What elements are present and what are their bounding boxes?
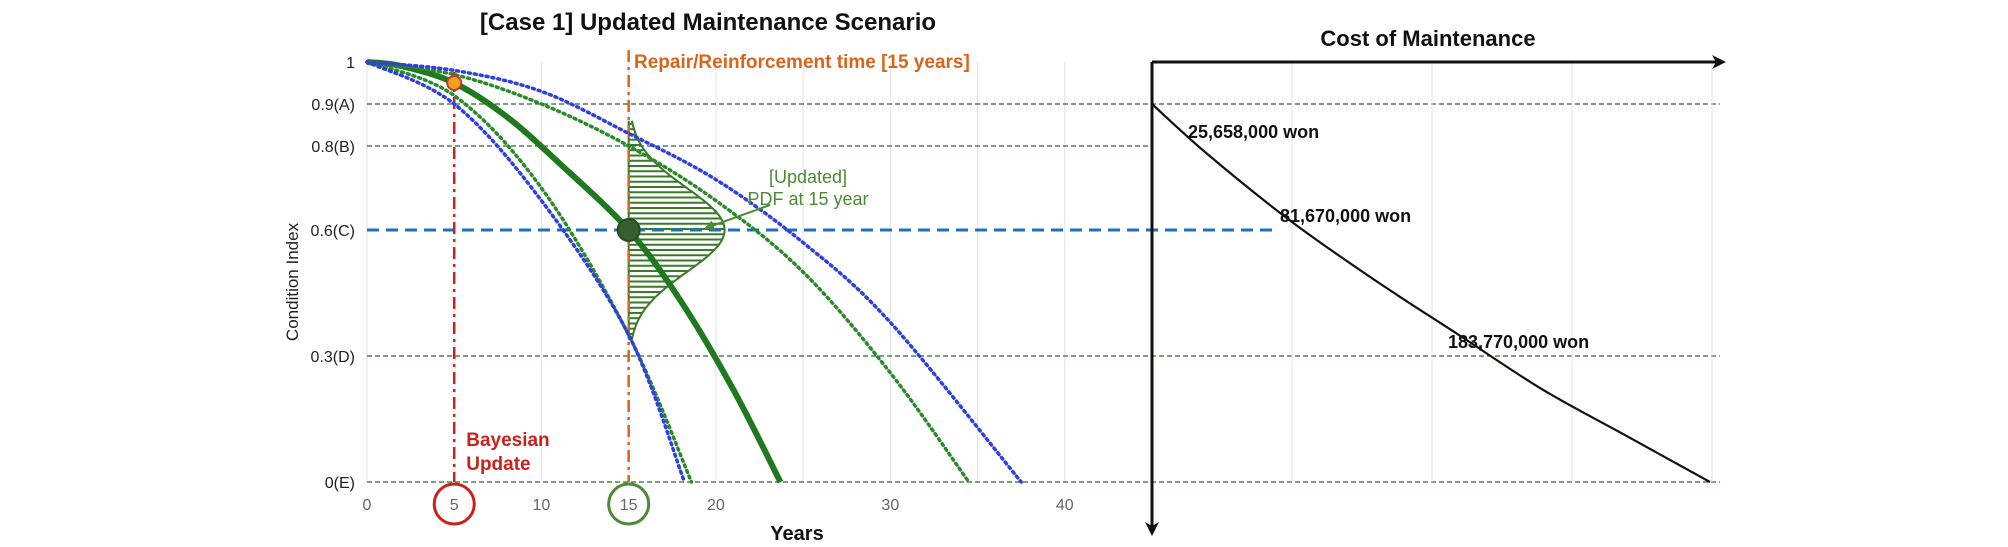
x-tick-labels: 0 5 10 15 20 30 40 — [363, 497, 1074, 514]
condition-threshold-lines — [367, 103, 1720, 483]
x-tick-label: 20 — [707, 497, 725, 514]
series-line-1 — [365, 60, 694, 484]
x-tick-label: 5 — [450, 497, 459, 514]
cost-panel-title: Cost of Maintenance — [1320, 26, 1535, 51]
bayesian-update-label: Bayesian Update — [466, 430, 549, 475]
repair-time-label: Repair/Reinforcement time [15 years] — [634, 52, 970, 73]
event-vertical-lines — [452, 50, 630, 482]
series-line-4 — [365, 60, 1023, 484]
pdf-annotation-label: [Updated] PDF at 15 year — [747, 167, 868, 209]
x-tick-label: 30 — [881, 497, 899, 514]
x-tick-label: 40 — [1056, 497, 1074, 514]
x-tick-label: 0 — [363, 497, 372, 514]
left-gridlines — [366, 62, 1066, 482]
y-axis-label: Condition Index — [283, 222, 302, 341]
cost-labels: 25,658,000 won 81,670,000 won 183,770,000 … — [1188, 122, 1589, 352]
y-tick-label: 0(E) — [325, 475, 355, 492]
y-tick-label: 0.3(D) — [311, 349, 355, 366]
y-tick-labels: 1 0.9(A) 0.8(B) 0.6(C) 0.3(D) 0(E) — [311, 55, 356, 492]
y-tick-label: 0.8(B) — [311, 139, 355, 156]
cost-label: 25,658,000 won — [1188, 122, 1319, 142]
x-axis-label: Years — [770, 523, 823, 545]
tick-circle — [607, 482, 651, 526]
cost-of-maintenance-panel: Cost of Maintenance 25,658,000 won 81,670… — [1145, 26, 1726, 536]
marked-points — [446, 75, 641, 242]
x-tick-label: 10 — [533, 497, 551, 514]
y-tick-label: 1 — [346, 55, 355, 72]
cost-gridlines — [1291, 62, 1713, 482]
deterioration-curves — [365, 59, 1023, 484]
y-tick-label: 0.6(C) — [311, 223, 355, 240]
cost-label: 183,770,000 won — [1448, 332, 1589, 352]
data-point — [616, 218, 641, 242]
tick-circle — [432, 482, 476, 526]
series-line-3 — [365, 60, 687, 484]
cost-curve — [1151, 103, 1711, 483]
cost-label: 81,670,000 won — [1280, 206, 1411, 226]
y-tick-label: 0.9(A) — [311, 97, 355, 114]
circled-ticks — [432, 482, 651, 526]
data-point — [446, 75, 463, 91]
pdf-annotation-arrow — [704, 204, 771, 230]
series-line-0 — [366, 59, 784, 484]
series-line-2 — [365, 60, 971, 484]
x-tick-label: 15 — [620, 497, 638, 514]
chart-title: [Case 1] Updated Maintenance Scenario — [480, 9, 936, 36]
